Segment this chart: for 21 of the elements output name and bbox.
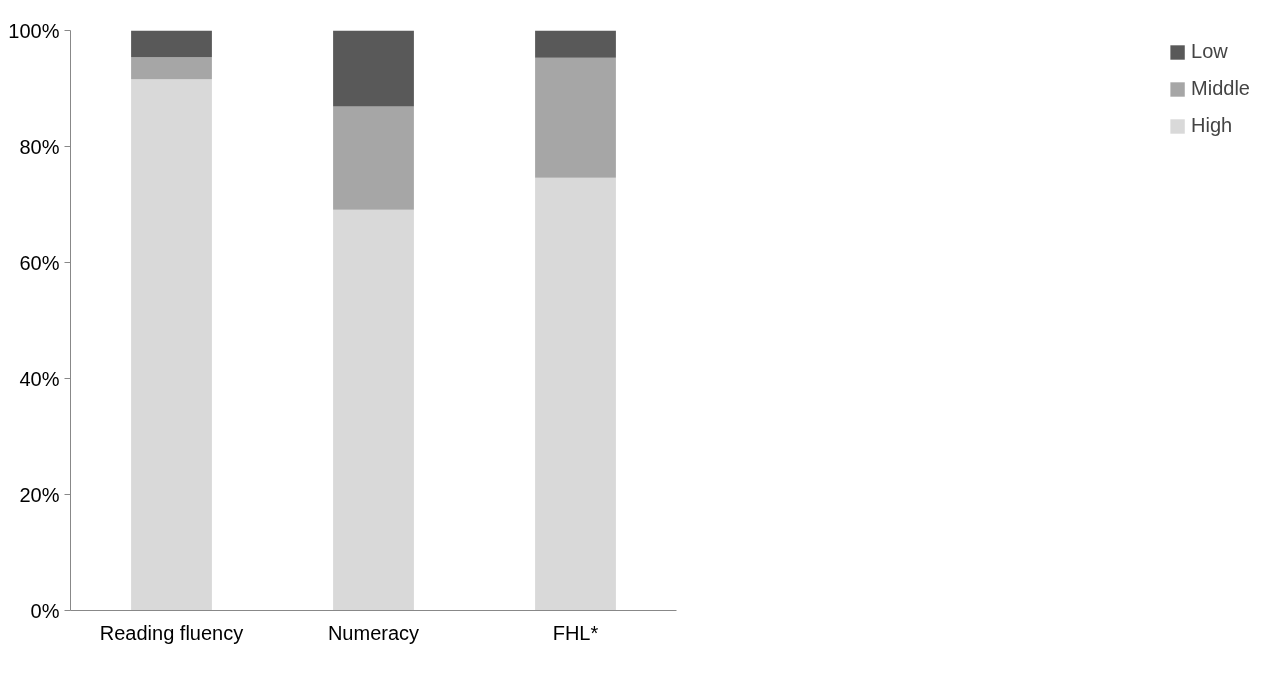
legend-label: Middle [1191, 77, 1250, 100]
bar [131, 57, 212, 80]
bar [535, 177, 616, 611]
y-tick-label: 40% [19, 367, 60, 390]
y-tick-label: 0% [30, 599, 60, 622]
bar [333, 30, 414, 107]
x-tick-label: Reading fluency [99, 621, 244, 644]
bar [333, 106, 414, 210]
x-tick-label: FHL* [552, 621, 599, 644]
bar [131, 79, 212, 611]
bar [535, 30, 616, 58]
x-tick-label: Numeracy [327, 621, 420, 644]
y-tick-label: 80% [19, 135, 60, 158]
bar [535, 57, 616, 178]
legend-label: Low [1191, 40, 1228, 63]
bar [333, 209, 414, 611]
y-tick-label: 100% [8, 19, 60, 42]
legend-label: High [1191, 114, 1233, 137]
bar [131, 30, 212, 58]
y-tick-label: 60% [19, 251, 60, 274]
y-tick-label: 20% [19, 483, 60, 506]
